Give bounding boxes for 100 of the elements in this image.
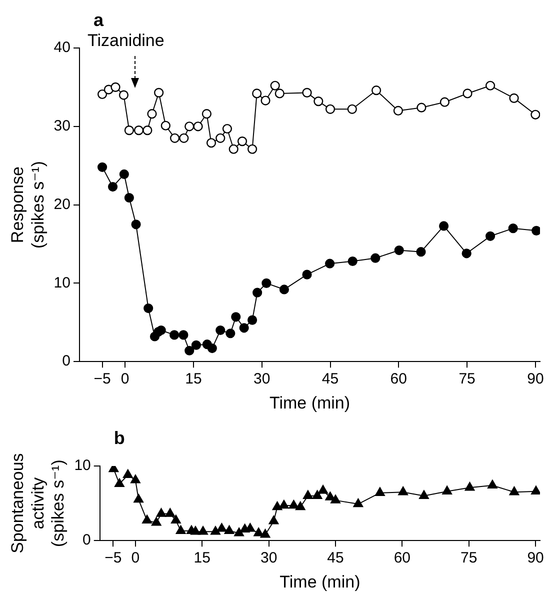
point (372, 86, 382, 96)
point (234, 528, 244, 536)
x-tick-label: 30 (254, 370, 270, 388)
point (295, 501, 306, 510)
point (509, 486, 520, 496)
x-tick-label: 75 (460, 550, 478, 567)
point (272, 501, 282, 510)
text: b (114, 428, 125, 448)
point (228, 144, 238, 154)
point (222, 124, 232, 134)
text: a (93, 10, 104, 30)
point (260, 96, 270, 106)
point (416, 247, 426, 257)
x-tick-label: 15 (194, 550, 210, 567)
point (124, 192, 134, 203)
y-tick-label: 10 (54, 274, 70, 292)
point (288, 500, 299, 509)
point (268, 516, 279, 524)
point (110, 82, 120, 92)
y-tick-label: 30 (54, 118, 70, 135)
y-tick-label: 10 (74, 457, 91, 474)
point (509, 93, 519, 103)
x-tick-label: 30 (260, 550, 278, 567)
point (193, 122, 203, 132)
point (247, 144, 258, 154)
point (147, 109, 157, 119)
x-tick-label: −5 (94, 370, 111, 388)
point (508, 224, 518, 234)
point (440, 97, 450, 107)
point (393, 106, 403, 116)
point (237, 136, 248, 146)
x-tick-label: 60 (390, 370, 407, 388)
point (206, 138, 216, 148)
point (202, 109, 212, 119)
point (114, 478, 124, 488)
point (184, 122, 194, 132)
point (260, 529, 270, 538)
point (224, 525, 234, 534)
point (330, 494, 340, 504)
point (419, 490, 429, 499)
point (226, 328, 236, 338)
point (151, 517, 162, 526)
x-tick-label: 0 (131, 550, 140, 567)
point (118, 90, 129, 100)
x-tick-label: 90 (527, 370, 544, 388)
point (302, 88, 312, 98)
x-axis-title: Time (min) (280, 572, 360, 592)
point (190, 526, 200, 535)
point (347, 104, 357, 114)
point (154, 88, 164, 98)
point (438, 221, 449, 231)
point (247, 315, 258, 325)
x-tick-label: 60 (394, 550, 411, 567)
point (394, 245, 404, 256)
point (353, 498, 364, 508)
point (416, 102, 426, 112)
y-axis-title: Spontaneous activity (spikes s⁻¹) (8, 453, 68, 554)
point (231, 312, 241, 322)
point (97, 162, 108, 172)
point (532, 226, 540, 236)
point (134, 494, 144, 503)
y-tick-label: 0 (62, 352, 70, 370)
point (279, 500, 289, 509)
point (131, 220, 141, 230)
point (318, 485, 328, 494)
point (462, 248, 472, 258)
point (398, 486, 408, 496)
point (97, 89, 108, 100)
point (325, 492, 336, 500)
point (302, 270, 312, 280)
annotation: Tizanidine (87, 31, 164, 50)
point (270, 80, 280, 90)
point (252, 88, 262, 98)
point (184, 346, 194, 356)
point (142, 514, 152, 524)
point (239, 323, 249, 333)
point (170, 133, 180, 143)
point (165, 508, 176, 517)
point (108, 182, 118, 192)
point (488, 480, 498, 488)
point (176, 525, 186, 534)
point (170, 514, 181, 524)
x-tick-label: 75 (458, 370, 476, 388)
point (530, 110, 540, 120)
point (216, 133, 226, 143)
point (198, 526, 208, 535)
point (462, 88, 472, 98)
point (370, 253, 380, 263)
point (279, 284, 290, 294)
point (134, 126, 144, 136)
point (170, 330, 180, 340)
x-tick-label: 45 (327, 550, 344, 567)
y-axis-title: Response (spikes s⁻¹) (8, 161, 48, 248)
point (207, 343, 217, 354)
point (179, 133, 189, 143)
x-axis-title: Time (min) (269, 393, 350, 412)
point (144, 303, 154, 314)
point (156, 508, 166, 517)
x-tick-label: 45 (322, 370, 339, 388)
point (210, 526, 220, 535)
